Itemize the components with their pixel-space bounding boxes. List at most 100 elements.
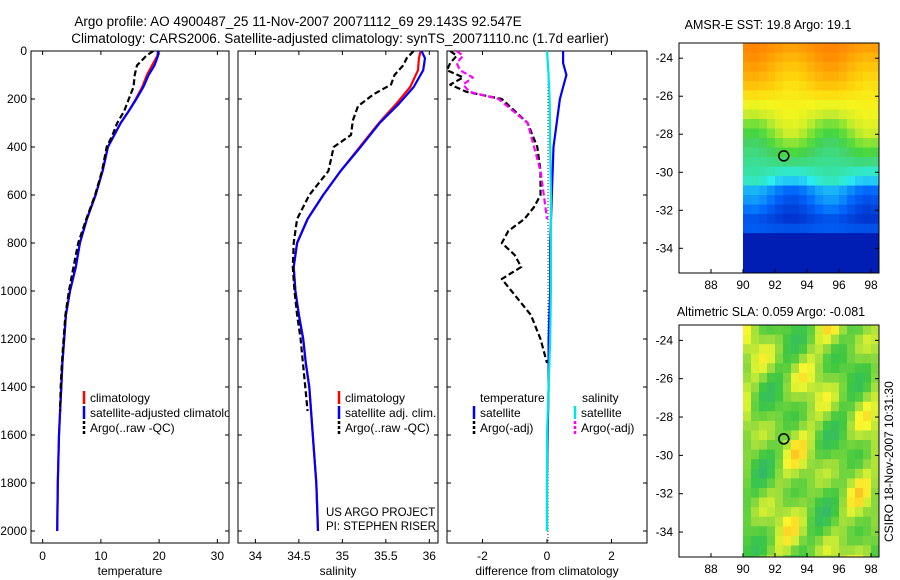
- heatmap-cell: [871, 109, 879, 120]
- heatmap-cell: [823, 261, 832, 272]
- heatmap-cell: [815, 468, 824, 479]
- heatmap-cell: [823, 555, 832, 557]
- heatmap-cell: [863, 90, 872, 101]
- heatmap-cell: [855, 71, 864, 82]
- difference-legend: temperature salinity satellite Argo(-adj…: [472, 391, 634, 435]
- heatmap-cell: [767, 420, 776, 432]
- figure-title-line2: Climatology: CARS2006. Satellite-adjuste…: [71, 31, 609, 46]
- heatmap-cell: [871, 185, 879, 196]
- heatmap-cell: [799, 440, 808, 451]
- heatmap-cell: [743, 100, 752, 111]
- heatmap-cell: [807, 100, 816, 111]
- difference-x-axis: -2 0 2: [447, 50, 647, 563]
- heatmap-cell: [783, 185, 792, 196]
- heatmap-cell: [815, 214, 824, 225]
- heatmap-cell: [847, 372, 856, 384]
- heatmap-cell: [791, 233, 800, 244]
- heatmap-cell: [791, 420, 800, 432]
- legend-label-climatology: climatology: [90, 391, 150, 405]
- heatmap-cell: [743, 195, 752, 206]
- y-tick-label: 1000: [0, 284, 27, 298]
- heatmap-cell: [863, 261, 872, 272]
- heatmap-cell: [759, 195, 768, 206]
- heatmap-cell: [863, 468, 872, 479]
- heatmap-cell: [759, 223, 768, 234]
- figure-title-line1: Argo profile: AO 4900487_25 11-Nov-2007 …: [74, 14, 521, 29]
- heatmap-cell: [767, 185, 776, 196]
- difference-chart: -2 0 2 difference from climatology tempera…: [446, 50, 648, 578]
- heatmap-cell: [855, 223, 864, 234]
- y-tick-label: -24: [656, 51, 674, 65]
- heatmap-cell: [751, 478, 760, 489]
- heatmap-cell: [863, 71, 872, 82]
- y-tick-label: 1600: [0, 428, 27, 442]
- heatmap-cell: [799, 516, 808, 527]
- heatmap-cell: [807, 138, 816, 149]
- heatmap-cell: [759, 261, 768, 272]
- x-tick-label: 30: [211, 549, 225, 563]
- heatmap-cell: [751, 90, 760, 101]
- heatmap-cell: [775, 353, 784, 364]
- heatmap-cell: [839, 204, 848, 215]
- heatmap-cell: [791, 252, 800, 263]
- heatmap-cell: [855, 440, 864, 451]
- heatmap-cell: [783, 233, 792, 244]
- depth-axis: 0 200 400 600 800 1000 1200 1400 1600 1800 2000: [0, 44, 27, 538]
- heatmap-cell: [767, 214, 776, 225]
- heatmap-cell: [783, 157, 792, 168]
- heatmap-cell: [759, 233, 768, 244]
- heatmap-cell: [863, 507, 872, 518]
- heatmap-cell: [775, 507, 784, 518]
- heatmap-cell: [799, 195, 808, 206]
- heatmap-cell: [871, 233, 879, 244]
- heatmap-cell: [863, 372, 872, 384]
- heatmap-cell: [815, 138, 824, 149]
- heatmap-cell: [871, 261, 879, 272]
- heatmap-cell: [759, 535, 768, 547]
- heatmap-cell: [871, 71, 879, 82]
- heatmap-cell: [847, 204, 856, 215]
- heatmap-cell: [791, 204, 800, 215]
- heatmap-cell: [839, 459, 848, 470]
- heatmap-cell: [871, 449, 879, 460]
- heatmap-cell: [871, 507, 879, 518]
- heatmap-cell: [847, 353, 856, 364]
- heatmap-cell: [807, 157, 816, 168]
- series-line-temperature-argo-adj-: [447, 51, 549, 364]
- heatmap-cell: [799, 334, 808, 345]
- heatmap-cell: [823, 185, 832, 196]
- heatmap-cell: [775, 52, 784, 63]
- heatmap-cell: [823, 223, 832, 234]
- heatmap-cell: [815, 459, 824, 470]
- heatmap-cell: [831, 449, 840, 460]
- heatmap-cell: [871, 43, 879, 54]
- y-tick-label: 400: [7, 140, 27, 154]
- heatmap-cell: [767, 363, 776, 374]
- heatmap-cell: [799, 176, 808, 187]
- y-tick-label: 800: [7, 236, 27, 250]
- heatmap-cell: [751, 185, 760, 196]
- heatmap-cell: [767, 535, 776, 547]
- heatmap-cell: [855, 449, 864, 460]
- heatmap-cell: [775, 271, 784, 273]
- heatmap-cell: [783, 363, 792, 374]
- sla-map-axes: 88 90 92 94 96 98 -24 -26 -28 -30 -32 -34: [656, 333, 879, 576]
- heatmap-cell: [871, 497, 879, 508]
- heatmap-cell: [815, 487, 824, 499]
- heatmap-cell: [767, 90, 776, 101]
- heatmap-cell: [839, 138, 848, 149]
- heatmap-cell: [823, 392, 832, 403]
- heatmap-cell: [871, 478, 879, 489]
- heatmap-cell: [855, 372, 864, 384]
- heatmap-cell: [743, 401, 752, 412]
- heatmap-cell: [847, 43, 856, 54]
- heatmap-cell: [751, 204, 760, 215]
- heatmap-cell: [775, 62, 784, 73]
- heatmap-cell: [807, 535, 816, 547]
- heatmap-cell: [751, 157, 760, 168]
- legend-header-salinity: salinity: [582, 391, 619, 405]
- heatmap-cell: [775, 334, 784, 345]
- heatmap-cell: [863, 459, 872, 470]
- heatmap-cell: [847, 459, 856, 470]
- heatmap-cell: [863, 487, 872, 499]
